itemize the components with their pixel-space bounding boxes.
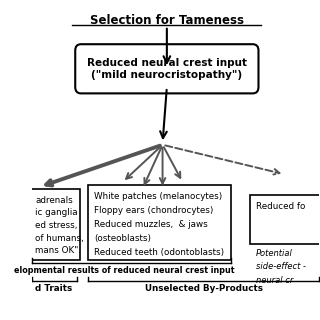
Bar: [29, 188, 80, 260]
Text: (osteoblasts): (osteoblasts): [94, 234, 151, 243]
Text: side-effect -: side-effect -: [256, 262, 306, 271]
Text: Reduced teeth (odontoblasts): Reduced teeth (odontoblasts): [94, 248, 224, 257]
Text: Reduced neural crest input
("mild neurocristopathy"): Reduced neural crest input ("mild neuroc…: [87, 58, 247, 80]
Text: ed stress,: ed stress,: [35, 221, 77, 230]
Text: Reduced fo: Reduced fo: [256, 202, 306, 211]
Bar: [251, 195, 320, 244]
Text: d Traits: d Traits: [35, 284, 72, 293]
Text: neural cr: neural cr: [256, 276, 293, 285]
Bar: [88, 185, 231, 260]
Text: White patches (melanocytes): White patches (melanocytes): [94, 192, 222, 201]
Text: Unselected By-Products: Unselected By-Products: [145, 284, 263, 293]
Text: adrenals: adrenals: [35, 196, 73, 204]
Text: ic ganglia: ic ganglia: [35, 208, 78, 217]
FancyBboxPatch shape: [75, 44, 259, 93]
Text: mans OK".: mans OK".: [35, 246, 81, 255]
Text: Potential: Potential: [256, 249, 293, 258]
Text: Floppy ears (chondrocytes): Floppy ears (chondrocytes): [94, 206, 213, 215]
Text: elopmental results of reduced neural crest input: elopmental results of reduced neural cre…: [14, 266, 234, 275]
Text: Selection for Tameness: Selection for Tameness: [90, 14, 244, 27]
Text: Reduced muzzles,  & jaws: Reduced muzzles, & jaws: [94, 220, 208, 229]
Text: of humans,: of humans,: [35, 234, 84, 243]
